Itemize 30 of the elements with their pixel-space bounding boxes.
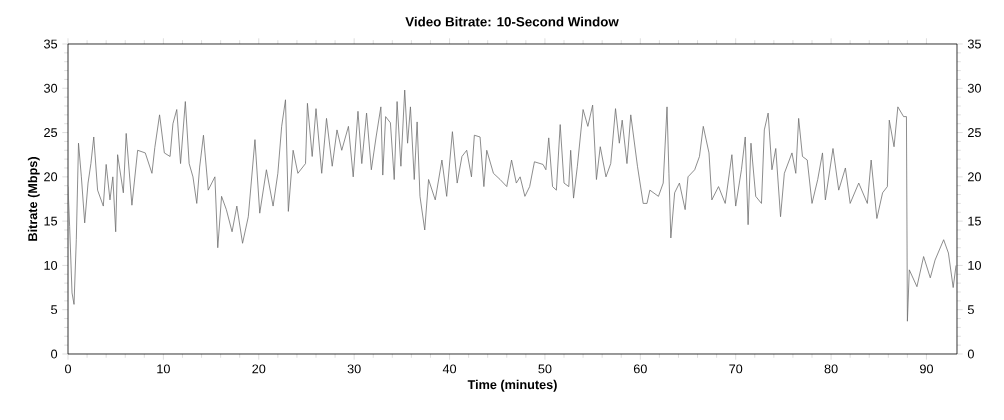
y-tick-label: 35 bbox=[44, 39, 58, 49]
y2-tick-label: 5 bbox=[967, 305, 974, 315]
x-tick-label: 10 bbox=[157, 364, 170, 374]
x-tick-label: 0 bbox=[64, 364, 72, 374]
y-tick-label: 0 bbox=[51, 349, 58, 359]
y2-tick-label: 20 bbox=[968, 172, 981, 182]
y2-tick-label: 15 bbox=[968, 216, 981, 226]
y2-tick-label: 10 bbox=[968, 260, 981, 270]
y2-tick-label: 25 bbox=[968, 128, 981, 138]
x-tick-label: 40 bbox=[442, 364, 457, 374]
line-series bbox=[68, 89, 957, 322]
x-tick-label: 50 bbox=[538, 364, 552, 374]
y2-tick-label: 35 bbox=[967, 39, 981, 49]
y-tick-label: 5 bbox=[51, 305, 58, 315]
x-tick-label: 60 bbox=[633, 364, 647, 374]
y2-tick-label: 30 bbox=[967, 83, 981, 93]
chart-title: Video Bitrate: 10-Second Window bbox=[405, 16, 619, 27]
y-tick-label: 15 bbox=[44, 216, 58, 226]
x-tick-label: 90 bbox=[920, 364, 934, 374]
x-tick-label: 80 bbox=[824, 364, 838, 374]
y-tick-label: 10 bbox=[44, 260, 58, 270]
x-tick-label: 30 bbox=[347, 364, 361, 374]
x-axis-title: Time (minutes) bbox=[467, 379, 557, 392]
y-tick-label: 25 bbox=[44, 128, 58, 138]
y-axis-title: Bitrate (Mbps) bbox=[27, 157, 40, 241]
y-tick-label: 20 bbox=[44, 172, 58, 182]
y-tick-label: 30 bbox=[44, 83, 58, 93]
x-tick-label: 20 bbox=[252, 364, 266, 374]
y2-tick-label: 0 bbox=[967, 349, 974, 359]
x-tick-label: 70 bbox=[729, 364, 743, 374]
